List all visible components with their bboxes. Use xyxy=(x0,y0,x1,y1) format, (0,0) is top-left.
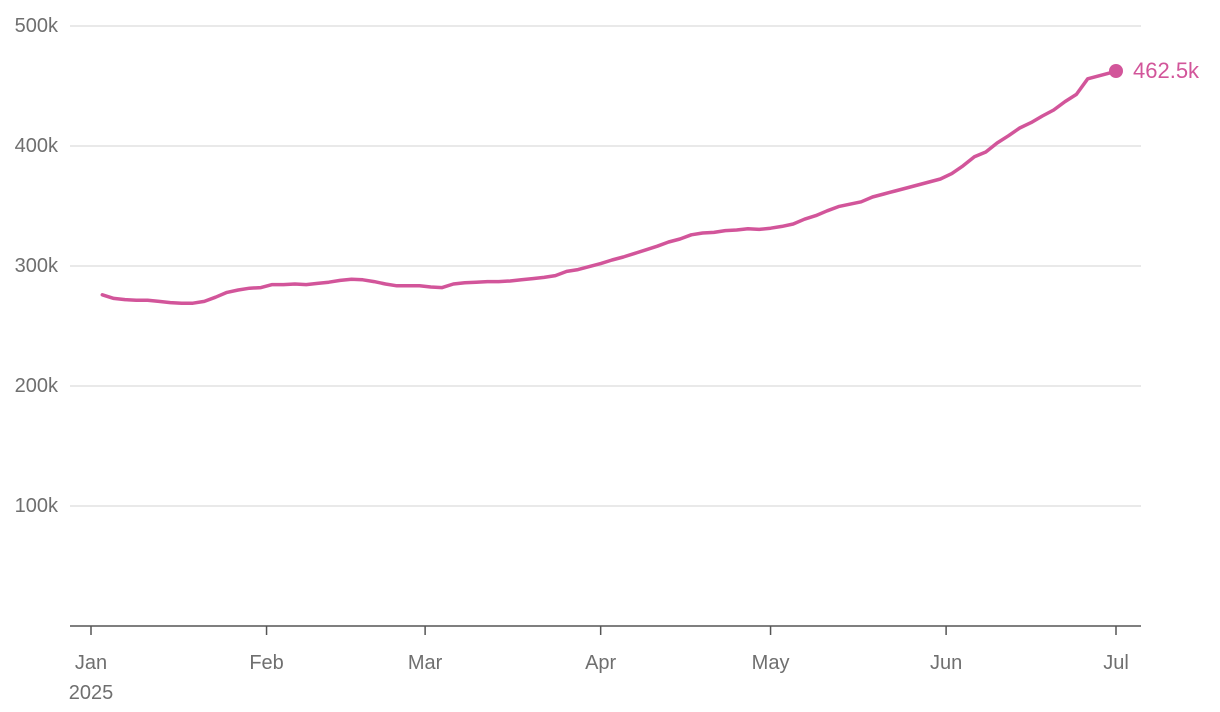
y-tick-label: 500k xyxy=(15,15,59,37)
x-axis-year-label: 2025 xyxy=(69,682,114,704)
x-axis-ticks xyxy=(90,626,1117,635)
end-value-label: 462.5k xyxy=(1133,58,1200,83)
x-tick-label: May xyxy=(752,652,790,674)
x-tick-label: Apr xyxy=(585,652,616,674)
x-tick-label: Jan xyxy=(75,652,107,674)
gridlines xyxy=(70,25,1141,507)
end-point-marker xyxy=(1109,64,1123,78)
y-tick-label: 300k xyxy=(15,255,59,277)
x-tick-label: Jul xyxy=(1103,652,1129,674)
y-axis-labels: 100k 200k 300k 400k 500k xyxy=(15,15,59,517)
y-tick-label: 200k xyxy=(15,375,59,397)
y-tick-label: 400k xyxy=(15,135,59,157)
x-tick-label: Mar xyxy=(408,652,443,674)
x-tick-label: Feb xyxy=(249,652,283,674)
series-line xyxy=(100,69,1118,305)
x-axis-labels: Jan Feb Mar Apr May Jun Jul xyxy=(75,652,1129,674)
y-tick-label: 100k xyxy=(15,495,59,517)
x-tick-label: Jun xyxy=(930,652,962,674)
